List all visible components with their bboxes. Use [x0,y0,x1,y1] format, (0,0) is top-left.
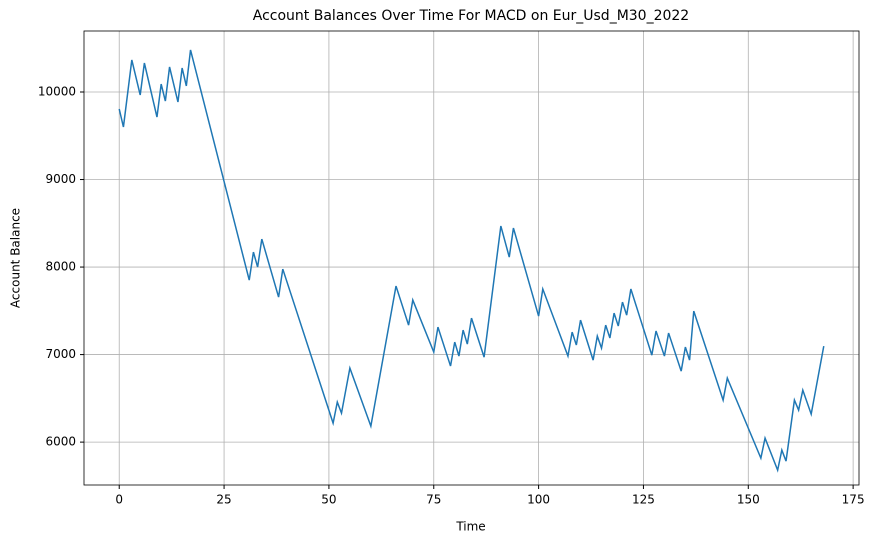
y-tick-label: 6000 [45,435,76,449]
x-tick-label: 150 [737,493,760,507]
y-tick-label: 7000 [45,347,76,361]
y-axis-label: Account Balance [9,208,23,308]
data-line [118,49,825,473]
x-tick-label: 100 [527,493,550,507]
y-tick-label: 10000 [38,85,76,99]
x-tick-label: 175 [842,493,865,507]
x-axis-label: Time [455,520,485,534]
y-tick-label: 9000 [45,172,76,186]
x-tick-label: 25 [216,493,231,507]
y-tick-label: 8000 [45,260,76,274]
plot-frame [83,30,860,486]
x-tick-label: 125 [632,493,655,507]
x-tick-label: 50 [321,493,336,507]
x-tick-label: 0 [115,493,123,507]
x-tick-label: 75 [426,493,441,507]
chart-title: Account Balances Over Time For MACD on E… [253,8,689,24]
